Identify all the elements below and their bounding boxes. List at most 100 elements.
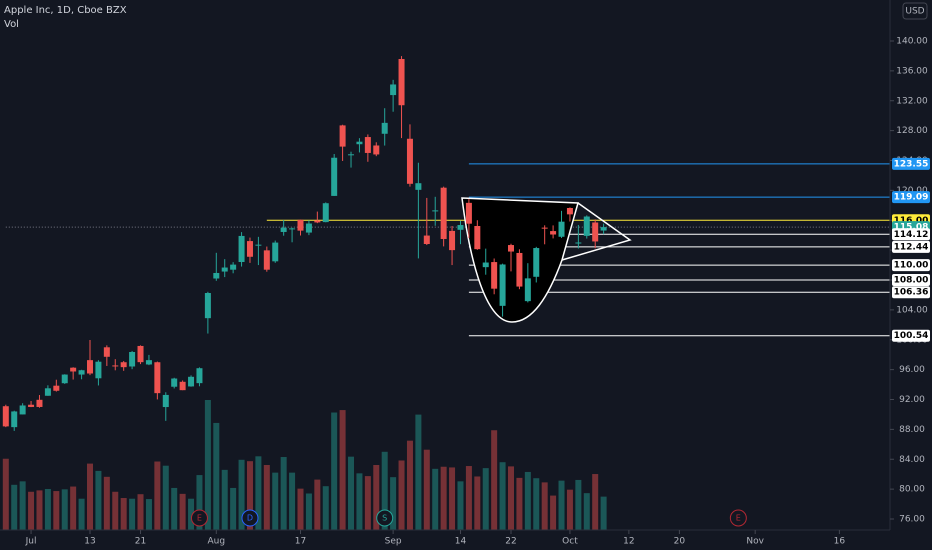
- axes-layer: 76.0080.0084.0088.0092.0096.00100.00104.…: [25, 37, 930, 547]
- event-label: E: [736, 514, 741, 523]
- volume-bar: [145, 499, 152, 530]
- candle-body: [70, 367, 77, 372]
- x-tick-label: Aug: [208, 537, 226, 547]
- volume-bar: [2, 458, 9, 530]
- currency-box[interactable]: [902, 2, 928, 20]
- volume-bar: [188, 498, 195, 530]
- volume-bar: [381, 451, 388, 530]
- candle-body: [491, 262, 498, 289]
- x-tick-label: 16: [834, 537, 846, 547]
- candle-body: [331, 157, 338, 196]
- candle-body: [339, 125, 346, 147]
- volume-bar: [474, 476, 481, 530]
- x-tick-label: Oct: [562, 537, 578, 547]
- volume-bar: [331, 412, 338, 530]
- candle-body: [558, 221, 565, 237]
- y-tick-label: 84.00: [899, 455, 925, 465]
- level-label: 114.12: [894, 230, 929, 240]
- volume-bar: [499, 462, 506, 530]
- candle-body: [550, 231, 557, 235]
- volume-bar: [221, 469, 228, 530]
- volume-bar: [297, 488, 304, 530]
- volume-bar: [19, 481, 26, 530]
- volume-label: Vol: [4, 19, 19, 30]
- volume-bar: [491, 430, 498, 530]
- y-tick-label: 140.00: [896, 37, 928, 47]
- volume-bar: [11, 484, 18, 530]
- candle-body: [440, 187, 447, 239]
- level-label-box: [892, 329, 930, 342]
- volume-bar: [449, 467, 456, 530]
- volume-bar: [255, 456, 262, 530]
- candle-body: [415, 183, 422, 190]
- volume-bar: [550, 495, 557, 530]
- candle-body: [19, 405, 26, 415]
- candle-body: [230, 264, 237, 270]
- volume-bar: [524, 471, 531, 530]
- candle-body: [44, 388, 51, 396]
- volume-bar: [390, 477, 397, 530]
- currency[interactable]: USD: [905, 7, 924, 17]
- candle-body: [524, 278, 531, 302]
- volume-bar: [482, 468, 489, 530]
- candle-body: [213, 272, 220, 279]
- x-tick-label: Sep: [385, 537, 402, 547]
- candle-body: [246, 241, 253, 257]
- level-label: 106.36: [894, 288, 929, 298]
- candle-body: [356, 141, 363, 145]
- event-marker: [376, 509, 394, 527]
- y-tick-label: 88.00: [899, 425, 925, 435]
- level-label: 100.54: [894, 331, 929, 341]
- volume-bar: [70, 486, 77, 530]
- candle-body: [381, 122, 388, 134]
- volume-bar: [314, 479, 321, 530]
- volume-bar: [339, 410, 346, 530]
- candle-body: [449, 230, 456, 251]
- candle-body: [171, 378, 178, 387]
- candle-body: [129, 351, 136, 367]
- volume-bar: [508, 466, 514, 530]
- candle-body: [348, 154, 355, 156]
- y-tick-label: 136.00: [896, 66, 928, 76]
- volume-bar: [592, 474, 599, 530]
- volume-bar: [558, 480, 565, 530]
- candle-body: [457, 225, 464, 230]
- volume-bar: [280, 457, 287, 530]
- candle-body: [432, 210, 439, 212]
- volume-bar: [600, 496, 607, 530]
- candle-body: [238, 235, 245, 263]
- event-label: E: [197, 514, 202, 523]
- volume-bar: [36, 490, 43, 530]
- candle-body: [154, 362, 161, 394]
- candle-body: [390, 84, 397, 96]
- event-label: D: [247, 514, 253, 523]
- x-tick-label: 13: [84, 537, 95, 547]
- volume-bar: [78, 498, 85, 530]
- volume-bar: [53, 491, 60, 530]
- candle-body: [179, 381, 186, 391]
- candle-body: [120, 362, 127, 368]
- candle-body: [263, 250, 270, 270]
- candle-body: [87, 360, 93, 374]
- candle-body: [314, 220, 321, 223]
- volume-bar: [406, 440, 413, 530]
- candle-body: [465, 202, 472, 224]
- level-label-box: [892, 259, 930, 272]
- volume-bar: [154, 461, 161, 530]
- volume-bar: [103, 476, 110, 530]
- y-tick-label: 132.00: [896, 96, 928, 106]
- candle-body: [508, 245, 514, 252]
- volume-bar: [440, 466, 447, 530]
- x-tick-label: Nov: [746, 537, 764, 547]
- candles-layer: [2, 56, 607, 431]
- candle-body: [95, 361, 102, 379]
- candle-body: [474, 226, 481, 250]
- volume-bar: [120, 498, 127, 530]
- volume-bar: [364, 476, 371, 530]
- candle-body: [53, 385, 60, 391]
- volume-bar: [61, 489, 68, 530]
- candle-body: [305, 223, 312, 233]
- event-marker: [241, 509, 259, 527]
